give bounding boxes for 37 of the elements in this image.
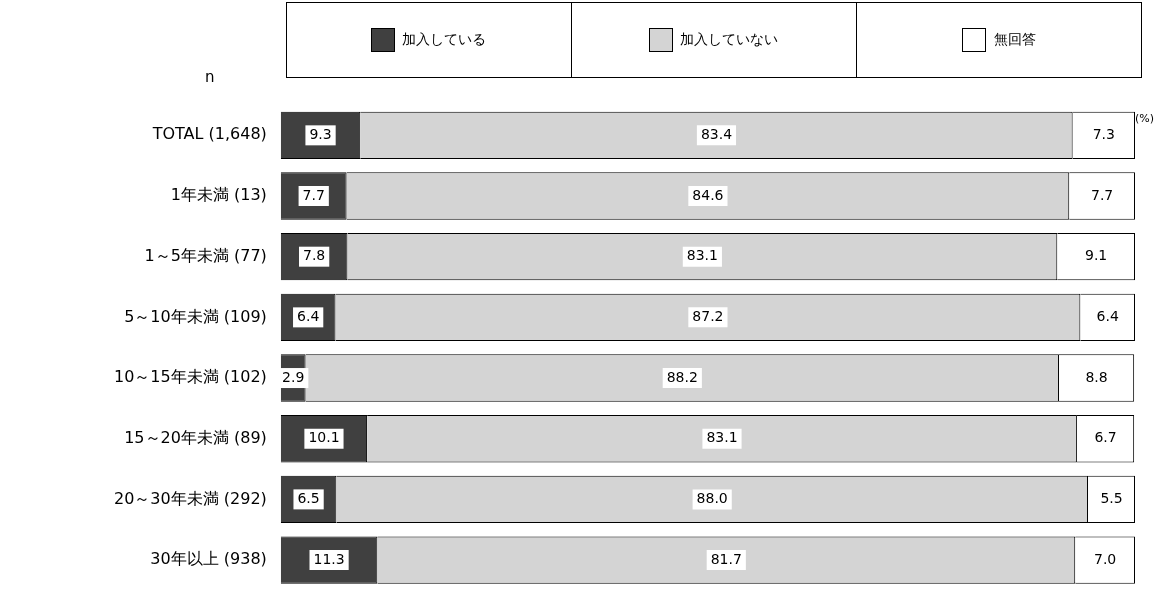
data-label: 7.7 [1090, 186, 1114, 203]
data-label: 9.1 [1085, 247, 1108, 264]
y-tick-label: 10～15年未満 (102) [114, 367, 267, 387]
data-label: 6.5 [297, 490, 320, 507]
data-label: 10.1 [308, 429, 340, 446]
legend-label: 加入していない [680, 31, 778, 49]
data-label: 84.6 [692, 186, 724, 203]
data-label: 87.2 [692, 308, 724, 324]
data-label: 7.3 [1092, 125, 1115, 142]
legend-label: 無回答 [994, 31, 1036, 49]
data-label: 7.0 [1093, 550, 1117, 567]
y-tick-label: 1～5年未満 (77) [144, 245, 267, 265]
data-label: 11.3 [313, 550, 345, 567]
text: n [205, 68, 215, 86]
data-label: 6.4 [1096, 308, 1119, 324]
data-label: 83.1 [706, 429, 738, 446]
data-label: 83.1 [686, 247, 718, 264]
data-label: 2.9 [282, 368, 305, 385]
data-label: 6.7 [1094, 429, 1117, 446]
data-label: 88.2 [666, 368, 698, 385]
data-label: 7.7 [302, 186, 325, 203]
y-tick-label: 5～10年未満 (109) [124, 306, 267, 326]
data-label: 9.3 [309, 125, 332, 142]
legend-label: 加入している [402, 31, 486, 49]
data-label: 88.0 [696, 490, 728, 507]
y-tick-label: TOTAL (1,648) [151, 124, 267, 144]
data-label: 8.8 [1085, 368, 1108, 385]
y-tick-label: 15～20年未満 (89) [124, 427, 267, 447]
data-label: 7.8 [303, 247, 326, 264]
data-label: 5.5 [1100, 490, 1123, 507]
data-label: 83.4 [700, 125, 733, 142]
y-tick-label: 1年未満 (13) [170, 185, 267, 205]
y-tick-label: 20～30年未満 (292) [114, 488, 267, 508]
annotation: (%) [1135, 112, 1155, 125]
data-label: 6.4 [297, 308, 320, 324]
data-label: 81.7 [710, 550, 742, 567]
y-tick-label: 30年以上 (938) [150, 549, 267, 569]
